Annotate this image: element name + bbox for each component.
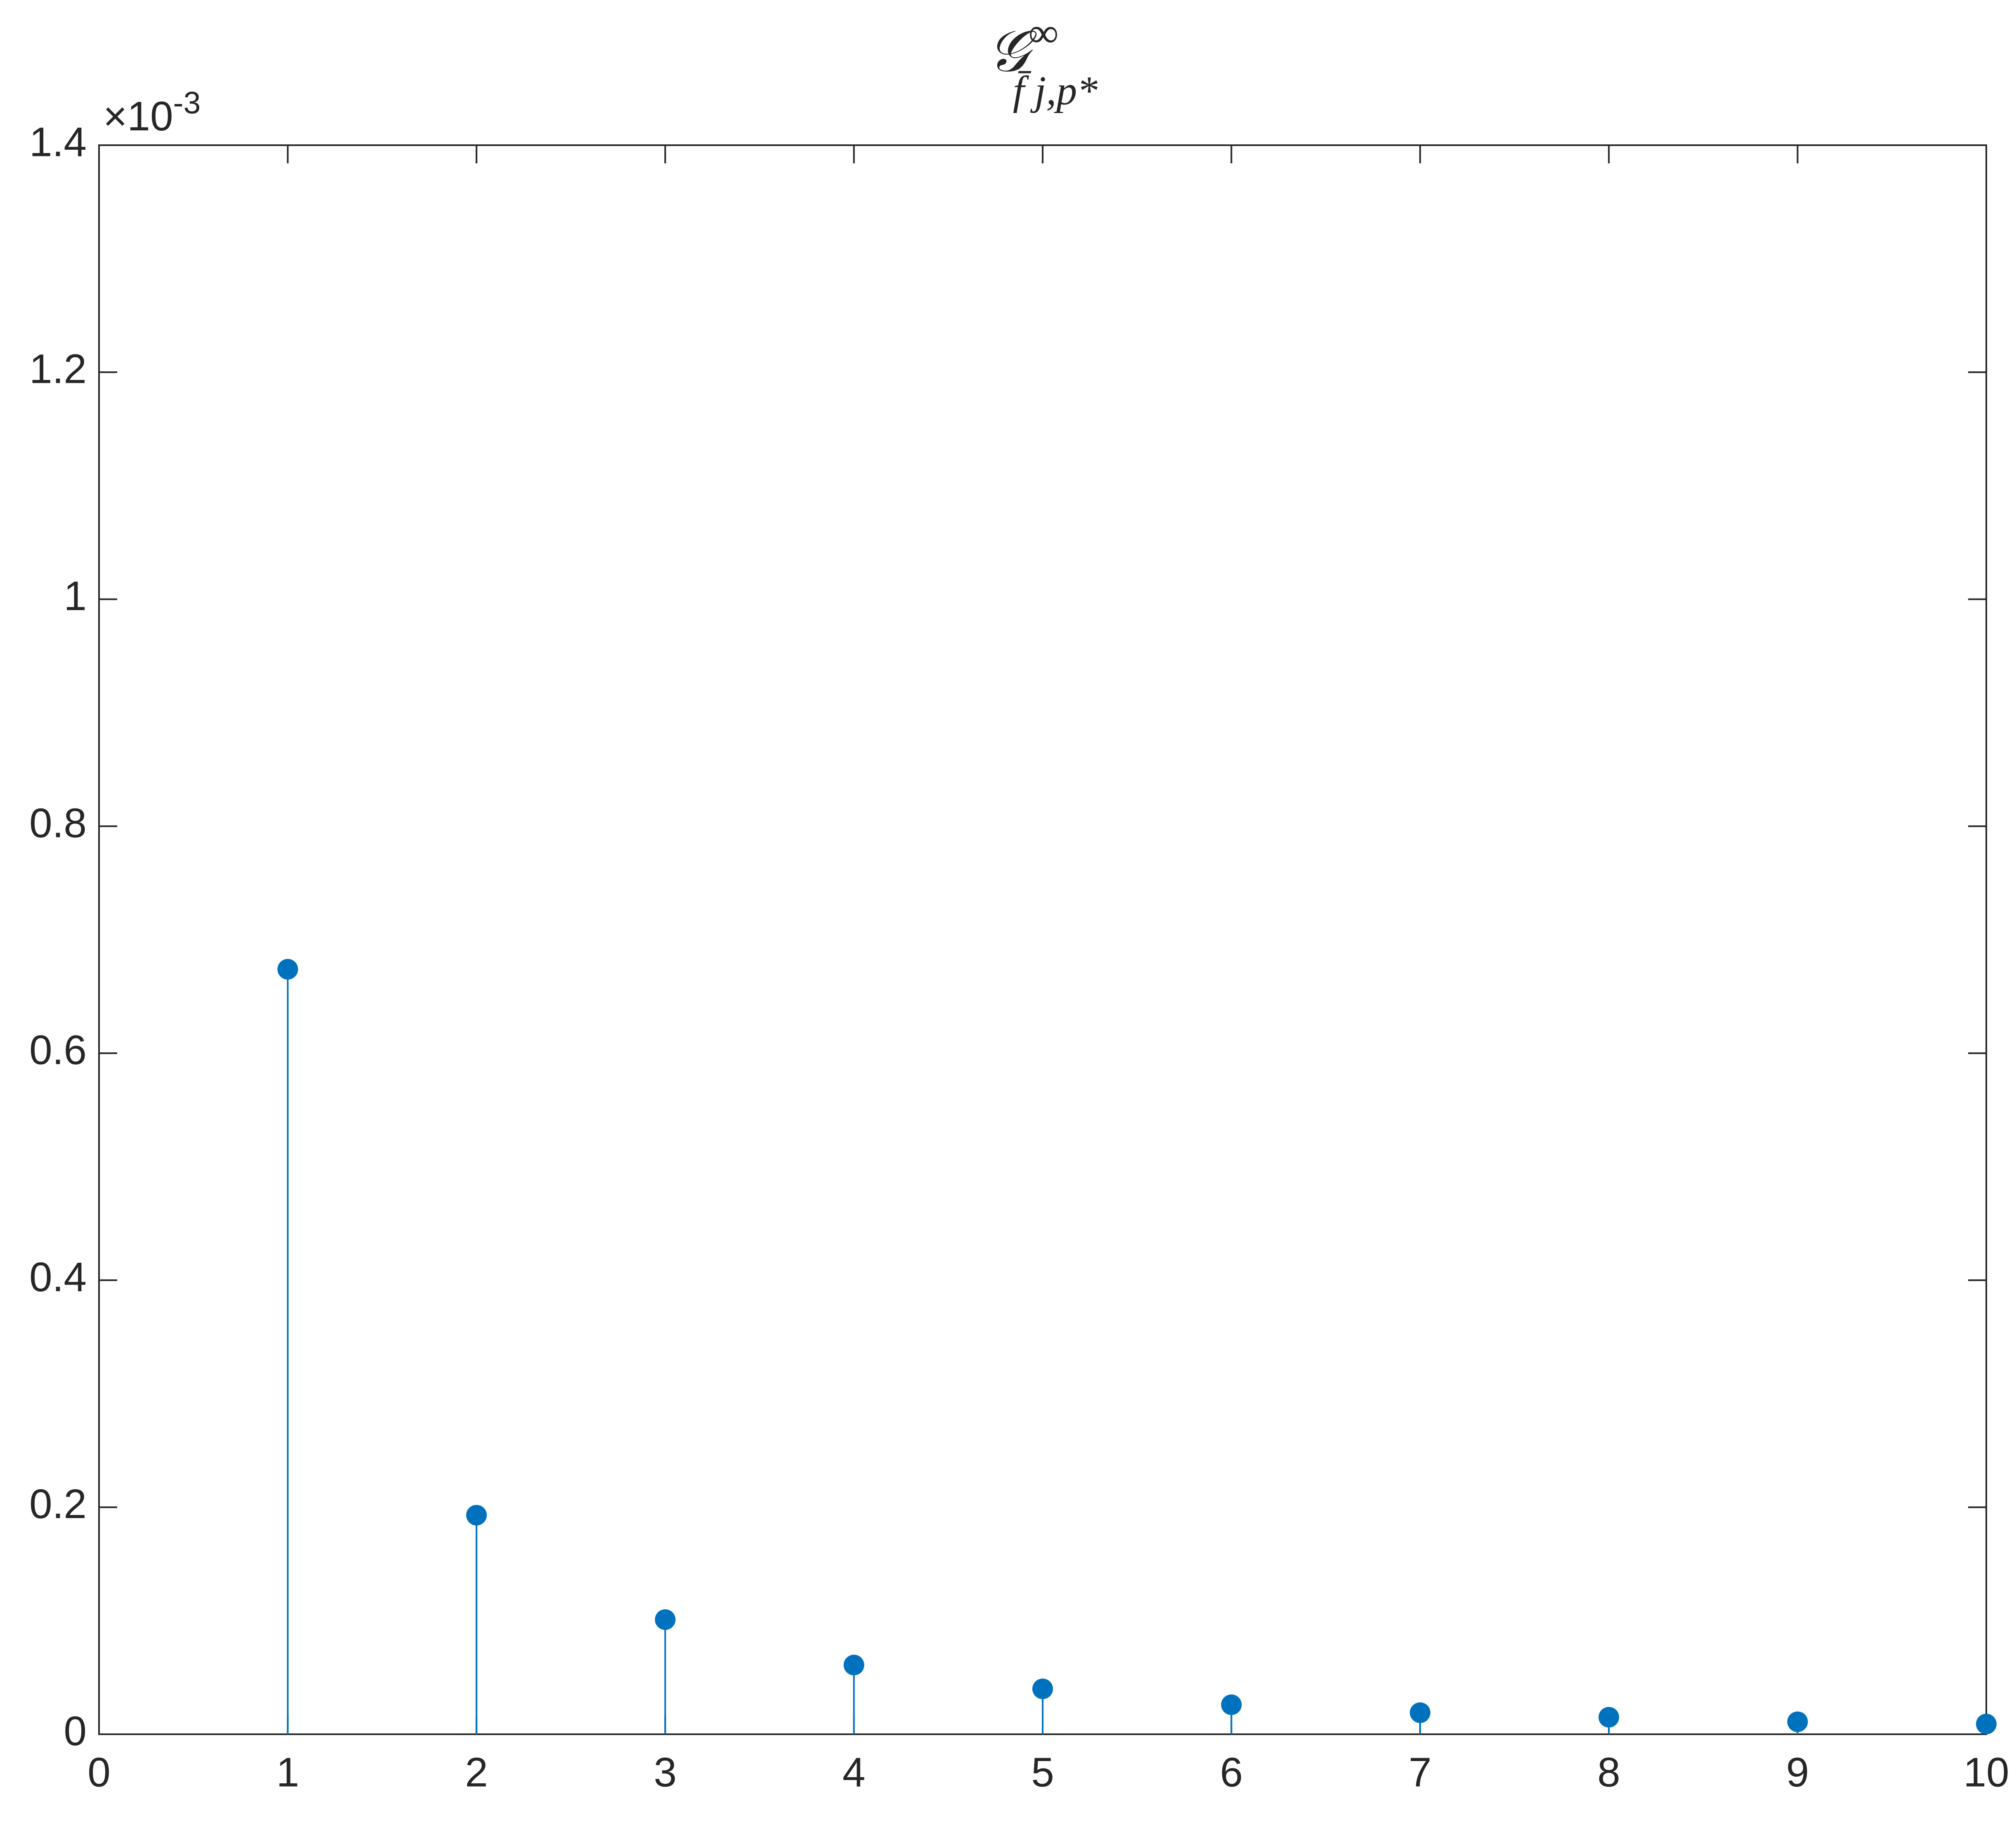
y-tick-label: 0.8 [29, 800, 87, 846]
x-tick-label: 10 [1963, 1749, 2009, 1795]
chart-title: 𝒢∞ f̄ j,p* [988, 10, 1098, 113]
x-tick-label: 6 [1220, 1749, 1243, 1795]
stem-marker [655, 1609, 676, 1630]
y-tick-label: 1.4 [29, 119, 87, 165]
y-tick-label: 0.6 [29, 1027, 87, 1073]
x-tick-label: 8 [1597, 1749, 1620, 1795]
multiplier-base: ×10 [103, 93, 173, 139]
y-tick-label: 0.2 [29, 1481, 87, 1527]
stem-marker [1976, 1714, 1997, 1735]
y-tick-label: 1.2 [29, 346, 87, 392]
stem-marker [277, 959, 298, 980]
x-tick-label: 7 [1409, 1749, 1432, 1795]
x-tick-label: 5 [1031, 1749, 1054, 1795]
stem-marker [1221, 1694, 1242, 1715]
stem-marker [1787, 1711, 1808, 1732]
multiplier-exponent: -3 [173, 85, 201, 120]
x-tick-label: 1 [276, 1749, 300, 1795]
y-tick-label: 1 [64, 573, 87, 619]
y-multiplier: ×10-3 [103, 85, 201, 140]
title-sup: ∞ [1029, 10, 1058, 56]
stem-marker [1598, 1707, 1619, 1728]
y-tick-label: 0.4 [29, 1254, 87, 1300]
x-tick-label: 4 [843, 1749, 866, 1795]
x-tick-label: 9 [1786, 1749, 1809, 1795]
stem-marker [1409, 1702, 1431, 1723]
x-tick-label: 0 [87, 1749, 111, 1795]
stem-marker [843, 1655, 864, 1676]
stem-marker [466, 1504, 487, 1526]
axes-box [98, 144, 1987, 1735]
stem-marker [1032, 1678, 1053, 1699]
title-sub: f̄ j,p* [1013, 68, 1098, 113]
x-tick-label: 3 [654, 1749, 677, 1795]
y-tick-label: 0 [64, 1708, 87, 1754]
x-tick-label: 2 [465, 1749, 488, 1795]
